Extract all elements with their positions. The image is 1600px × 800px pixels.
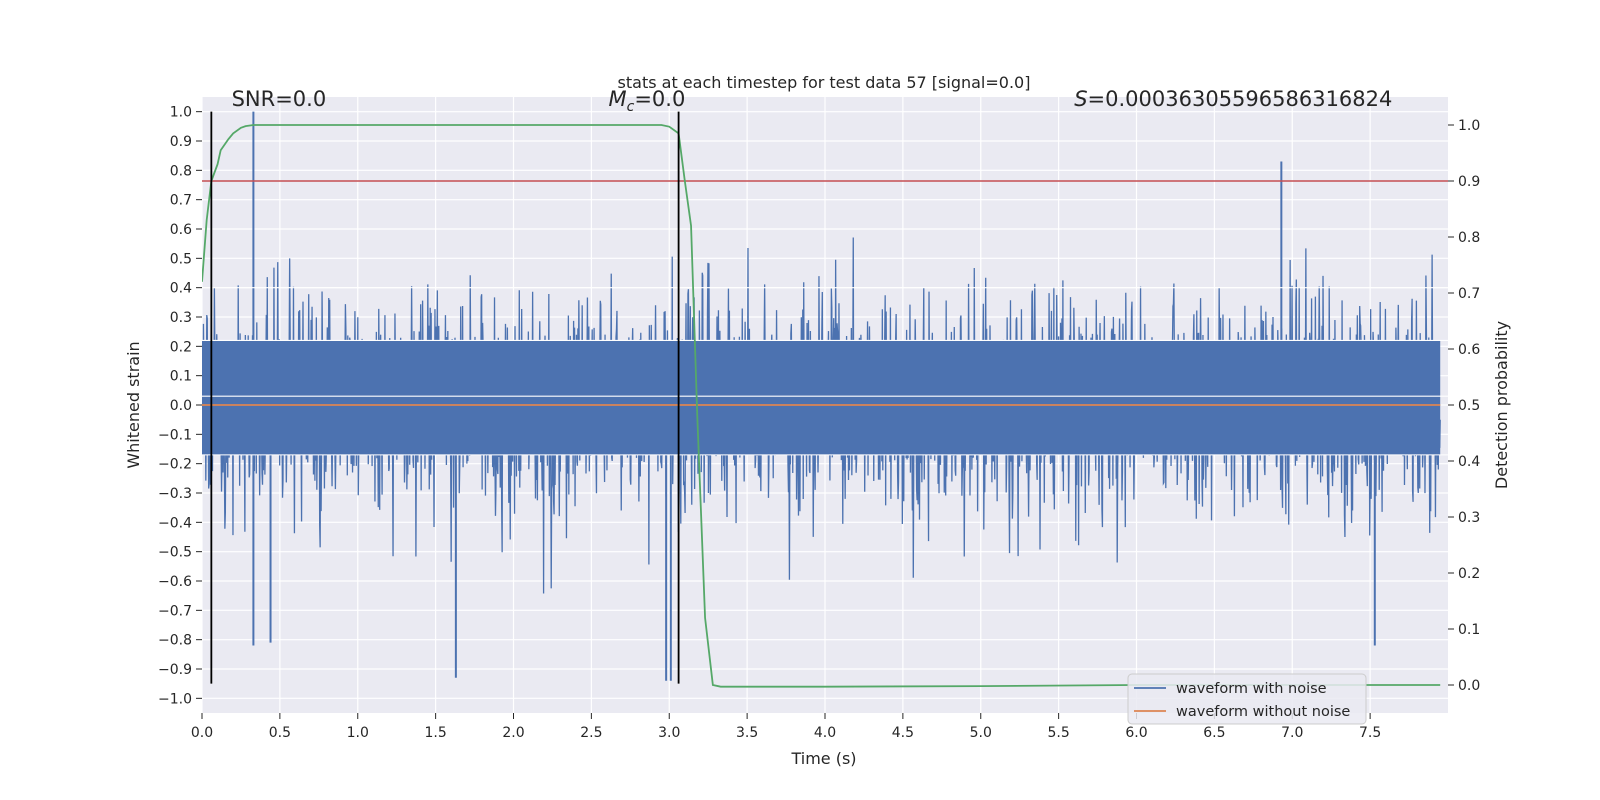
y2-tick-label: 0.8 [1458,230,1480,246]
y2-tick-label: 0.4 [1458,454,1480,470]
y2-tick-label: 1.0 [1458,118,1480,134]
y-tick-label: 0.8 [170,163,192,179]
annotation-s: S=0.00036305596586316824 [1074,87,1392,111]
x-tick-label: 0.0 [191,725,213,741]
y-tick-label: −0.3 [158,486,192,502]
x-tick-label: 3.5 [736,725,758,741]
y-tick-label: −0.7 [158,603,192,619]
y2-axis-label: Detection probability [1492,321,1511,489]
y-tick-label: 0.5 [170,251,192,267]
x-tick-label: 4.5 [892,725,914,741]
y2-tick-label: 0.3 [1458,510,1480,526]
y-tick-label: −0.8 [158,633,192,649]
x-tick-label: 2.5 [580,725,602,741]
y-tick-label: 0.3 [170,310,192,326]
x-tick-label: 3.0 [658,725,680,741]
y-tick-label: 0.0 [170,398,192,414]
y-tick-label: −0.5 [158,545,192,561]
y-tick-label: 0.6 [170,222,192,238]
annotation-mc: Mc=0.0 [609,87,686,115]
y2-tick-label: 0.0 [1458,678,1480,694]
x-tick-label: 6.5 [1203,725,1225,741]
x-tick-label: 6.0 [1125,725,1147,741]
y-tick-label: −0.1 [158,427,192,443]
x-tick-label: 5.5 [1047,725,1069,741]
y-tick-label: −1.0 [158,691,192,707]
x-tick-label: 5.0 [970,725,992,741]
series-detection-probability [202,124,1441,688]
y2-tick-label: 0.6 [1458,342,1480,358]
y2-tick-label: 0.9 [1458,174,1480,190]
plot-area [202,111,1448,688]
x-tick-label: 1.0 [347,725,369,741]
y2-tick-label: 0.7 [1458,286,1480,302]
y2-tick-label: 0.2 [1458,566,1480,582]
legend-label: waveform with noise [1176,681,1327,697]
overlay: SNR=0.0 Mc=0.0 S=0.00036305596586316824 [210,87,1392,684]
y-tick-label: 0.7 [170,193,192,209]
x-tick-label: 1.5 [424,725,446,741]
y2-tick-label: 0.1 [1458,622,1480,638]
y-tick-label: −0.2 [158,457,192,473]
legend: waveform with noise waveform without nois… [1127,673,1367,725]
annotation-snr: SNR=0.0 [232,87,327,111]
x-tick-label: 2.0 [502,725,524,741]
y-tick-label: −0.4 [158,515,192,531]
x-tick-label: 0.5 [269,725,291,741]
y-tick-label: 0.4 [170,281,192,297]
noise-band [202,340,1441,455]
chart-title: stats at each timestep for test data 57 … [618,73,1031,92]
y-tick-label: 0.1 [170,369,192,385]
y-axis-label: Whitened strain [124,341,143,468]
legend-box [1127,673,1367,725]
legend-label: waveform without noise [1176,704,1350,720]
y2-tick-label: 0.5 [1458,398,1480,414]
x-axis-label: Time (s) [790,749,856,768]
y-tick-label: −0.6 [158,574,192,590]
x-tick-label: 4.0 [814,725,836,741]
y-tick-label: −0.9 [158,662,192,678]
x-tick-label: 7.0 [1281,725,1303,741]
y-tick-label: 0.2 [170,339,192,355]
y-tick-label: 0.9 [170,134,192,150]
axes: 0.0 0.5 1.0 1.5 2.0 2.5 3.0 3.5 4.0 4.5 5.0 5.5 6.0 6… [158,105,1480,741]
y-tick-label: 1.0 [170,105,192,121]
x-tick-label: 7.5 [1359,725,1381,741]
